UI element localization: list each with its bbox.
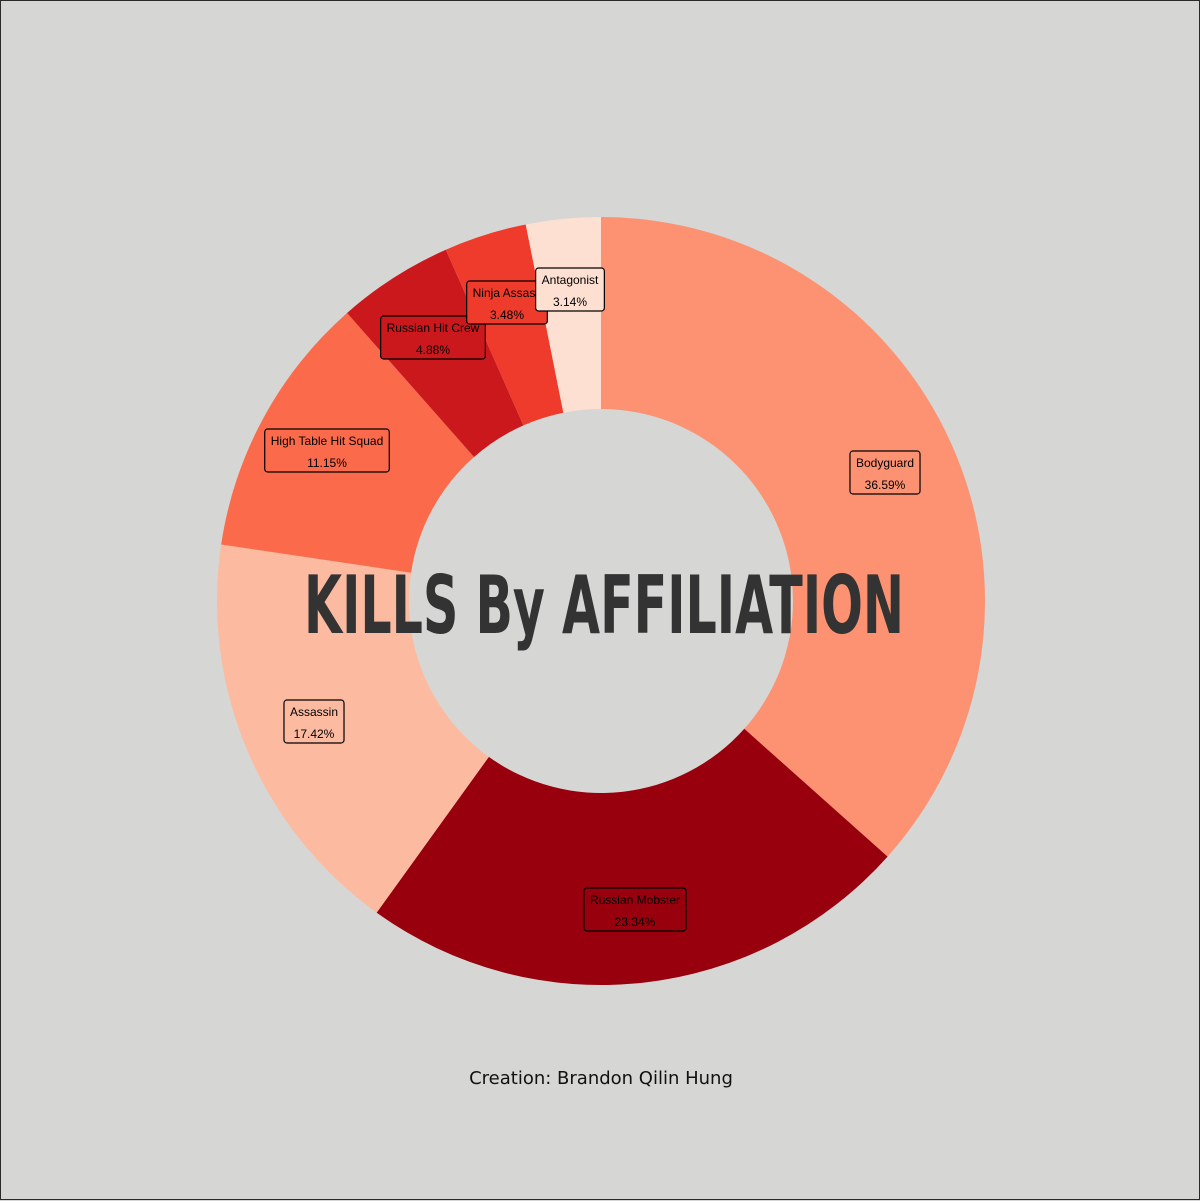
label-box	[283, 699, 345, 744]
slice-label-name: High Table Hit Squad	[271, 434, 384, 448]
chart-title: KILLS By AFFILIATION	[304, 559, 904, 652]
slice-label-name: Russian Hit Crew	[387, 321, 480, 335]
label-box	[535, 267, 605, 312]
label-box	[380, 315, 486, 360]
slice-label-name: Russian Mobster	[590, 893, 680, 907]
label-russian-mobster: Russian Mobster 23.34%	[583, 887, 687, 932]
labels-group: Bodyguard 36.59% Russian Mobster 23.34% Assa…	[264, 267, 921, 932]
label-antagonist: Antagonist 3.14%	[535, 267, 605, 312]
label-russian-hit-crew: Russian Hit Crew 4.88%	[380, 315, 486, 360]
slice-label-name: Bodyguard	[856, 456, 914, 470]
slice-assassin	[216, 544, 489, 913]
slice-label-percent: 23.34%	[615, 915, 656, 929]
label-box	[849, 450, 921, 495]
creator-credit: Creation: Brandon Qilin Hung	[469, 1068, 733, 1089]
label-box	[583, 887, 687, 932]
slice-label-percent: 3.14%	[553, 295, 587, 309]
label-box	[264, 428, 390, 473]
slice-antagonist	[525, 217, 601, 413]
slice-label-name: Assassin	[290, 705, 338, 719]
slice-label-percent: 36.59%	[865, 478, 906, 492]
slice-label-name: Antagonist	[542, 273, 599, 287]
slice-bodyguard	[601, 217, 986, 857]
label-ninja-assassin: Ninja Assass 3.48%	[466, 280, 548, 325]
label-assassin: Assassin 17.42%	[283, 699, 345, 744]
slice-label-name: Ninja Assass	[473, 286, 542, 300]
slice-ninja-assassin	[445, 224, 564, 426]
slice-russian-mobster	[376, 728, 888, 985]
slice-label-percent: 11.15%	[307, 456, 347, 470]
label-high-table-hit-squad: High Table Hit Squad 11.15%	[264, 428, 390, 473]
slice-label-percent: 17.42%	[294, 727, 335, 741]
label-bodyguard: Bodyguard 36.59%	[849, 450, 921, 495]
slice-label-percent: 4.88%	[416, 343, 450, 357]
slice-label-percent: 3.48%	[490, 308, 524, 322]
